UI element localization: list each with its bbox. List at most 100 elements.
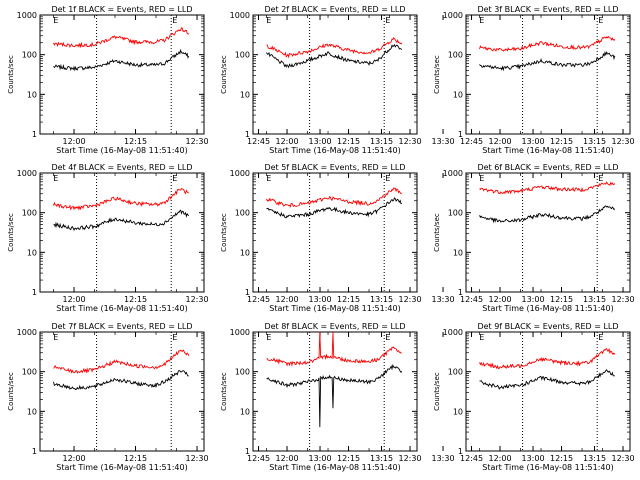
x-tick-label: 12:00 xyxy=(275,295,298,304)
chart-panel-det-9: Det 9f BLACK = Events, RED = LLD 1 10 100 10… xyxy=(433,322,635,472)
series-line-events xyxy=(53,209,190,231)
y-tick-label: 10 xyxy=(27,248,37,257)
y-tick-label: 10 xyxy=(453,407,463,416)
event-marker-label: E xyxy=(479,16,484,25)
event-marker-label: E xyxy=(598,174,603,183)
x-tick-label: 12:00 xyxy=(488,137,511,146)
chart-panel-det-5: Det 5f BLACK = Events, RED = LLD 1 10 100 10… xyxy=(220,163,606,313)
x-axis-label: Start Time (16-May-08 11:51:40) xyxy=(482,146,613,155)
x-tick-label: 12:15 xyxy=(337,137,360,146)
x-axis-label: Start Time (16-May-08 11:51:40) xyxy=(269,304,400,313)
y-tick-label: 1000 xyxy=(230,169,250,178)
x-tick-label: 12:00 xyxy=(275,137,298,146)
y-axis-label: Counts/sec xyxy=(433,213,441,252)
plot-frame xyxy=(252,331,418,452)
x-axis-label: Start Time (16-May-08 11:51:40) xyxy=(56,146,187,155)
y-axis-label: Counts/sec xyxy=(220,372,228,411)
chart-title: Det 5f BLACK = Events, RED = LLD xyxy=(264,163,405,172)
x-tick-label: 13:30 xyxy=(431,454,454,463)
x-tick-label: 12:00 xyxy=(62,454,85,463)
x-tick-label: 12:15 xyxy=(124,295,147,304)
chart-title: Det 2f BLACK = Events, RED = LLD xyxy=(264,5,405,14)
y-tick-label: 1000 xyxy=(230,328,250,337)
x-tick-label: 13:30 xyxy=(431,295,454,304)
series-line-events xyxy=(479,205,616,224)
x-tick-label: 12:00 xyxy=(62,295,85,304)
x-tick-label: 12:30 xyxy=(398,295,421,304)
y-tick-label: 1 xyxy=(458,130,463,139)
y-tick-label: 10 xyxy=(27,90,37,99)
series-line-events xyxy=(53,370,189,391)
event-marker-label: E xyxy=(53,174,58,183)
series-line-lld xyxy=(53,187,189,211)
event-marker-label: E xyxy=(385,16,390,25)
y-tick-label: 100 xyxy=(22,368,37,377)
x-axis-label: Start Time (16-May-08 11:51:40) xyxy=(482,463,613,472)
x-tick-label: 12:15 xyxy=(124,454,147,463)
y-axis-label: Counts/sec xyxy=(7,372,15,411)
plot-frame xyxy=(39,331,205,452)
series-line-lld xyxy=(479,347,616,370)
chart-panel-det-8: Det 8f BLACK = Events, RED = LLD 1 10 100 10… xyxy=(220,322,606,472)
y-tick-label: 1 xyxy=(458,447,463,456)
x-tick-label: 12:30 xyxy=(185,295,208,304)
y-tick-label: 1 xyxy=(245,447,250,456)
x-axis-label: Start Time (16-May-08 11:51:40) xyxy=(56,463,187,472)
series-line-lld xyxy=(479,181,616,195)
x-tick-label: 12:30 xyxy=(611,454,634,463)
series-line-events xyxy=(53,48,190,72)
y-tick-label: 10 xyxy=(240,248,250,257)
event-marker-label: E xyxy=(266,16,271,25)
chart-title: Det 4f BLACK = Events, RED = LLD xyxy=(51,163,192,172)
plot-frame xyxy=(465,172,631,293)
event-marker-label: E xyxy=(172,174,177,183)
event-marker-label: E xyxy=(479,174,484,183)
x-tick-label: 12:45 xyxy=(247,454,270,463)
series-line-lld xyxy=(479,35,616,52)
series-line-events xyxy=(266,363,403,428)
chart-title: Det 1f BLACK = Events, RED = LLD xyxy=(51,5,192,14)
x-tick-label: 12:00 xyxy=(488,454,511,463)
chart-title: Det 7f BLACK = Events, RED = LLD xyxy=(51,322,192,331)
x-tick-label: 12:00 xyxy=(488,295,511,304)
y-tick-label: 10 xyxy=(453,90,463,99)
y-axis-label: Counts/sec xyxy=(7,55,15,94)
y-tick-label: 1 xyxy=(32,447,37,456)
y-tick-label: 1000 xyxy=(230,11,250,20)
x-axis-label: Start Time (16-May-08 11:51:40) xyxy=(269,146,400,155)
y-tick-label: 100 xyxy=(448,368,463,377)
x-tick-label: 13:00 xyxy=(521,137,544,146)
x-tick-label: 12:30 xyxy=(185,454,208,463)
event-marker-label: E xyxy=(266,333,271,342)
y-tick-label: 100 xyxy=(235,51,250,60)
event-marker-label: E xyxy=(172,333,177,342)
event-marker-label: E xyxy=(479,333,484,342)
chart-panel-det-2: Det 2f BLACK = Events, RED = LLD 1 10 100 10… xyxy=(220,5,606,155)
y-axis-label: Counts/sec xyxy=(220,55,228,94)
y-axis-label: Counts/sec xyxy=(433,372,441,411)
x-tick-label: 12:30 xyxy=(611,295,634,304)
x-tick-label: 13:30 xyxy=(431,137,454,146)
y-tick-label: 1000 xyxy=(17,328,37,337)
y-axis-label: Counts/sec xyxy=(433,55,441,94)
y-tick-label: 100 xyxy=(22,51,37,60)
y-tick-label: 1000 xyxy=(17,11,37,20)
y-tick-label: 1 xyxy=(458,288,463,297)
series-line-lld xyxy=(266,331,402,367)
plot-frame xyxy=(39,172,205,293)
x-tick-label: 12:15 xyxy=(337,295,360,304)
plot-frame xyxy=(39,14,205,135)
chart-panel-det-1: Det 1f BLACK = Events, RED = LLD 1 10 100 10… xyxy=(7,5,455,155)
y-tick-label: 100 xyxy=(448,209,463,218)
x-tick-label: 12:45 xyxy=(460,454,483,463)
chart-title: Det 3f BLACK = Events, RED = LLD xyxy=(477,5,618,14)
x-tick-label: 12:00 xyxy=(275,454,298,463)
event-marker-label: E xyxy=(172,16,177,25)
plot-frame xyxy=(252,14,418,135)
x-axis-label: Start Time (16-May-08 11:51:40) xyxy=(482,304,613,313)
series-line-events xyxy=(479,368,615,390)
chart-title: Det 6f BLACK = Events, RED = LLD xyxy=(477,163,618,172)
x-tick-label: 12:30 xyxy=(611,137,634,146)
x-tick-label: 12:15 xyxy=(124,137,147,146)
x-tick-label: 12:45 xyxy=(460,137,483,146)
